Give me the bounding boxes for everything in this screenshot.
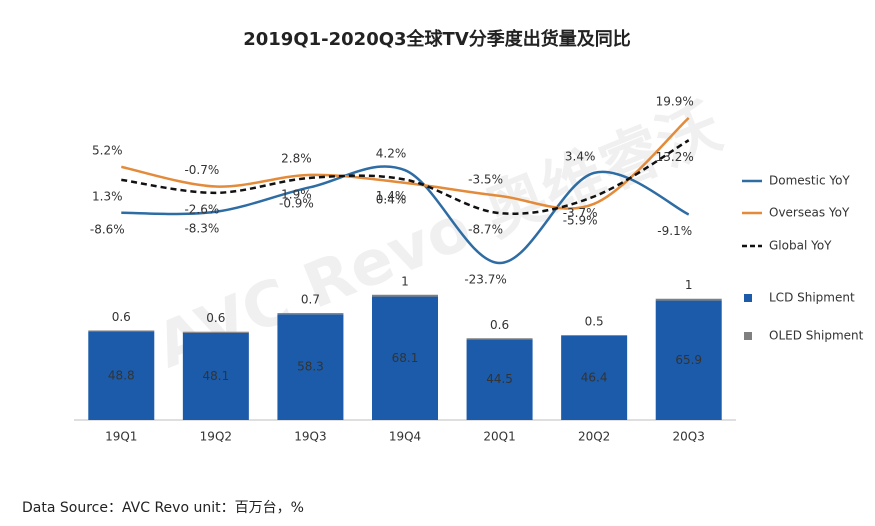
legend-marker: [744, 294, 752, 302]
data-label: 0.6: [490, 318, 509, 332]
legend-label: LCD Shipment: [769, 291, 855, 305]
x-tick-label: 20Q2: [578, 430, 610, 444]
bar: [277, 314, 344, 420]
x-tick-label: 20Q1: [483, 430, 515, 444]
bar: [88, 331, 155, 420]
legend-label: Overseas YoY: [769, 206, 850, 220]
data-label: 0.6: [112, 310, 131, 324]
data-label: -8.7%: [468, 223, 503, 237]
x-tick-label: 19Q2: [200, 430, 232, 444]
data-label: 46.4: [581, 370, 608, 384]
data-label: 68.1: [392, 351, 419, 365]
line: [121, 117, 690, 210]
data-label: 0.4%: [376, 192, 407, 206]
data-label: 1.9%: [281, 187, 312, 201]
bar: [655, 298, 722, 301]
data-label: -5.9%: [563, 213, 598, 227]
legend-label: Domestic YoY: [769, 174, 850, 188]
data-label: 58.3: [297, 360, 324, 374]
line: [121, 165, 690, 265]
legend-label: Global YoY: [769, 239, 832, 253]
x-tick-label: 19Q4: [389, 430, 421, 444]
data-label: -2.6%: [184, 202, 219, 216]
bar: [466, 338, 533, 340]
bar: [182, 331, 249, 333]
data-label: -3.5%: [468, 172, 503, 186]
data-label: 48.1: [202, 369, 229, 383]
data-label: 0.6: [206, 311, 225, 325]
data-label: -0.9%: [279, 197, 314, 211]
bar: [277, 313, 344, 315]
bar: [372, 294, 438, 297]
x-tick-label: 19Q3: [294, 430, 326, 444]
bar: [655, 300, 722, 420]
line: [121, 139, 690, 215]
data-label: 19.9%: [656, 94, 694, 108]
bar: [88, 330, 155, 332]
data-label: 0.7: [301, 293, 320, 307]
x-tick-label: 19Q1: [105, 430, 137, 444]
data-label: 65.9: [675, 353, 702, 367]
bar: [466, 339, 533, 420]
data-label: 1: [685, 278, 693, 292]
bar: [372, 296, 438, 420]
data-label: -8.3%: [184, 221, 219, 235]
data-label: -9.1%: [657, 224, 692, 238]
data-label: 2.8%: [281, 151, 312, 165]
data-label: -8.6%: [90, 222, 125, 236]
data-label: 1: [401, 274, 409, 288]
data-label: 0.5: [585, 314, 604, 328]
data-label: 1.3%: [92, 189, 123, 203]
data-label: 1.4%: [376, 189, 407, 203]
data-label: -23.7%: [464, 273, 506, 287]
data-label: 5.2%: [92, 143, 123, 157]
data-label: 44.5: [486, 372, 513, 386]
data-label: 48.8: [108, 368, 135, 382]
footnote: Data Source：AVC Revo unit：百万台，%: [22, 500, 304, 516]
bar: [561, 334, 628, 336]
data-label: -0.7%: [184, 163, 219, 177]
chart-title: 2019Q1-2020Q3全球TV分季度出货量及同比: [243, 28, 631, 50]
legend-label: OLED Shipment: [769, 329, 864, 343]
data-label: 4.2%: [376, 147, 407, 161]
data-label: 3.4%: [565, 149, 596, 163]
bar: [182, 332, 249, 420]
x-tick-label: 20Q3: [673, 430, 705, 444]
data-label: 13.2%: [656, 150, 694, 164]
bar: [561, 335, 628, 420]
legend-marker: [744, 332, 752, 340]
data-label: -3.7%: [563, 206, 598, 220]
